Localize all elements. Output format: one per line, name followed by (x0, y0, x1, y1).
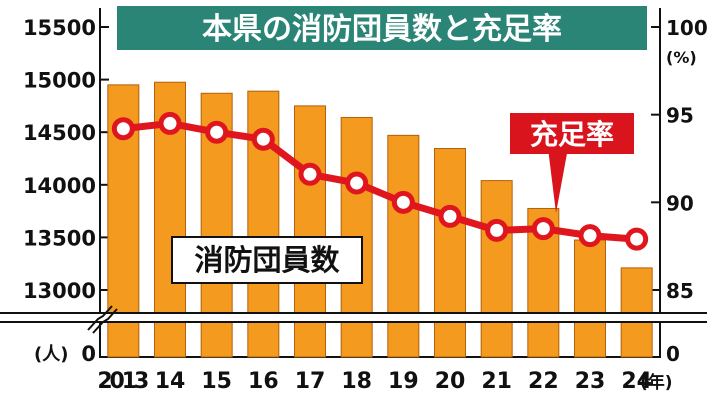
left-axis-zero-label: 0 (81, 342, 96, 366)
marker-20 (438, 204, 462, 228)
x-tick-label: 22 (528, 369, 559, 394)
right-axis-zero-label: 0 (666, 342, 680, 366)
x-tick-label: 16 (248, 369, 279, 394)
marker-16 (251, 127, 275, 151)
x-tick-label: 20 (435, 369, 466, 394)
right-tick-label: 100 (666, 16, 707, 40)
fill-rate-label: 充足率 (530, 118, 614, 151)
x-tick-label: 24 (621, 369, 652, 394)
left-axis-unit: (人) (34, 344, 68, 365)
marker-21 (485, 218, 509, 242)
x-tick-label: 23 (575, 369, 606, 394)
marker-19 (391, 190, 415, 214)
marker-22 (531, 217, 555, 241)
left-tick-label: 14500 (23, 121, 96, 145)
right-tick-label: 85 (666, 279, 694, 303)
right-tick-label: 90 (666, 191, 694, 215)
fill-rate-markers (111, 111, 649, 251)
x-tick-label: 15 (201, 369, 232, 394)
axis-break (0, 305, 707, 334)
x-tick-label: 19 (388, 369, 419, 394)
members-label: 消防団員数 (194, 243, 340, 277)
bar-23 (574, 239, 606, 358)
marker-23 (578, 224, 602, 248)
x-tick-label: 18 (341, 369, 372, 394)
bar-20 (434, 148, 466, 358)
marker-14 (158, 111, 182, 135)
x-tick-label: 2013 (97, 369, 149, 394)
x-tick-label: 17 (295, 369, 326, 394)
chart-title: 本県の消防団員数と充足率 (202, 12, 562, 47)
x-axis-unit: (年) (640, 372, 673, 393)
left-tick-label: 13000 (23, 279, 96, 303)
x-tick-labels: 2013 14 15 16 17 18 19 20 21 22 23 24 (97, 369, 652, 394)
members-label-box: 消防団員数 (171, 236, 363, 284)
marker-24 (625, 227, 649, 251)
marker-17 (298, 162, 322, 186)
marker-15 (205, 120, 229, 144)
fill-rate-callout: 充足率 (510, 113, 634, 213)
left-tick-label: 15000 (23, 69, 96, 93)
right-tick-label: 95 (666, 104, 694, 128)
left-tick-label: 13500 (23, 226, 96, 250)
x-tick-label: 14 (155, 369, 186, 394)
x-tick-label: 21 (481, 369, 512, 394)
left-tick-label: 15500 (23, 16, 96, 40)
right-tick-labels: 100 95 90 85 (651, 16, 707, 303)
chart-title-box: 本県の消防団員数と充足率 (117, 6, 647, 50)
marker-2013 (111, 117, 135, 141)
right-axis-unit: (%) (666, 48, 697, 67)
left-tick-label: 14000 (23, 174, 96, 198)
bar-19 (387, 134, 420, 358)
marker-18 (345, 171, 369, 195)
left-tick-labels: 15500 15000 14500 14000 13500 13000 (23, 16, 109, 303)
bar-21 (480, 180, 513, 358)
